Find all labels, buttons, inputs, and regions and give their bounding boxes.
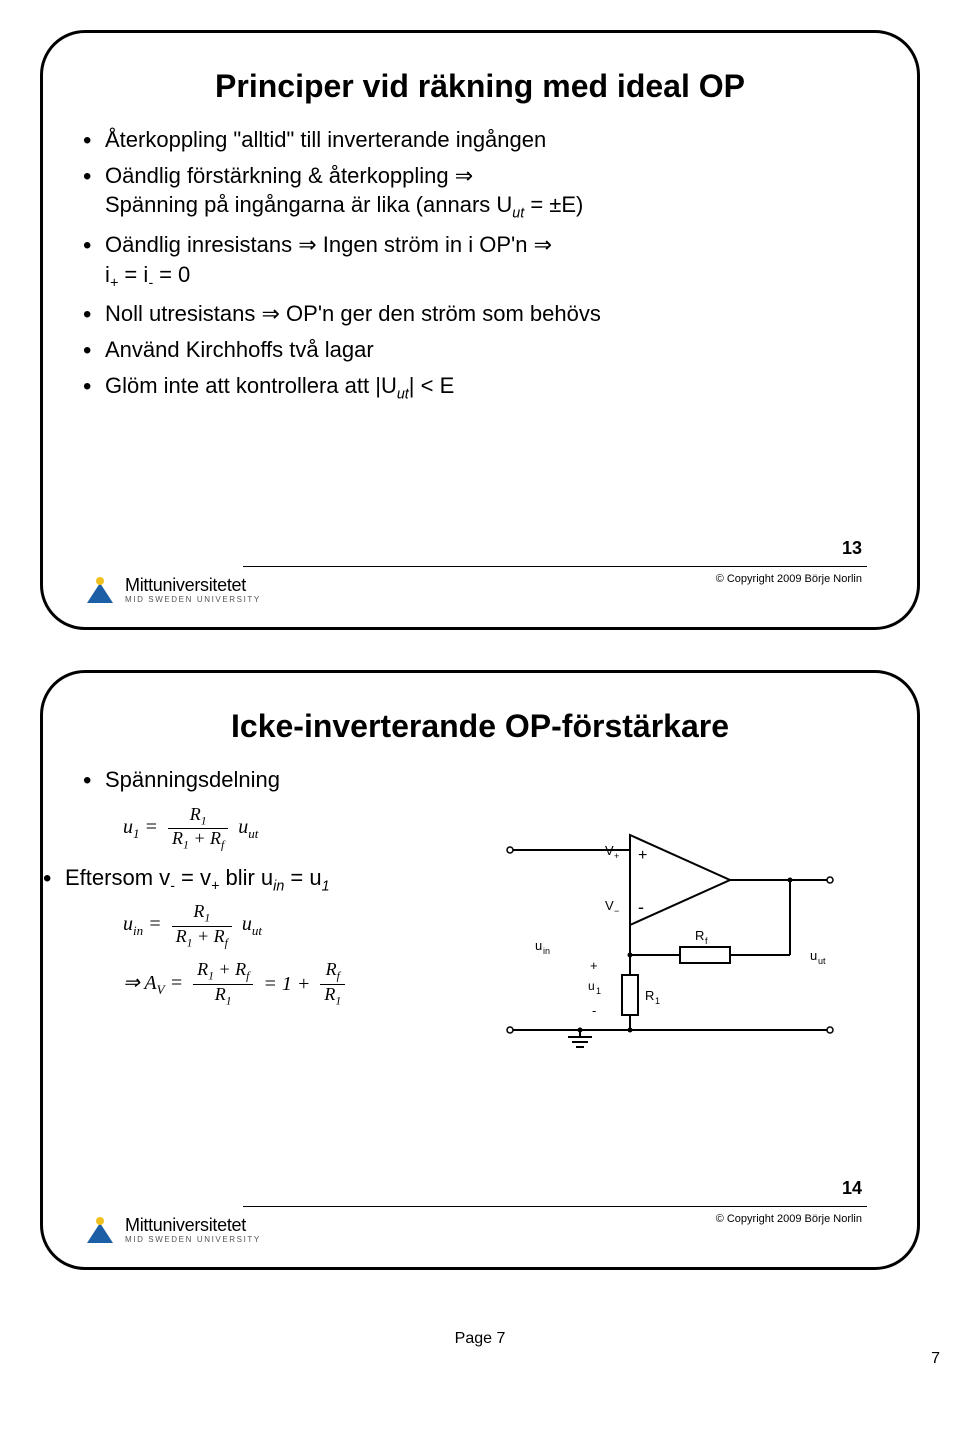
svg-text:u: u [588, 979, 595, 993]
svg-text:R: R [645, 988, 654, 1003]
svg-text:-: - [638, 897, 644, 917]
svg-text:u: u [810, 948, 817, 963]
university-logo: Mittuniversitetet MID SWEDEN UNIVERSITY [83, 1213, 261, 1247]
page-footer: Page 7 [0, 1330, 960, 1348]
equation-uin: uin = R1 R1 + Rf uut [123, 902, 480, 950]
bullet-list: Återkoppling "alltid" till inverterande … [83, 125, 877, 405]
svg-text:u: u [535, 938, 542, 953]
svg-text:R: R [695, 928, 704, 943]
slide-number: 14 [842, 1178, 862, 1199]
logo-main: Mittuniversitetet [125, 576, 261, 594]
bullet-item: Noll utresistans ⇒ OP'n ger den ström so… [83, 299, 877, 329]
university-logo: Mittuniversitetet MID SWEDEN UNIVERSITY [83, 573, 261, 607]
bullet-list: Spänningsdelning [83, 765, 877, 795]
svg-text:-: - [592, 1003, 596, 1018]
svg-text:f: f [705, 936, 708, 946]
math-column: u1 = R1 R1 + Rf uut Eftersom v- = v+ bli… [83, 805, 480, 1060]
bullet-item: Eftersom v- = v+ blir uin = u1 [43, 863, 480, 897]
equation-u1: u1 = R1 R1 + Rf uut [123, 805, 480, 853]
logo-icon [83, 573, 117, 607]
svg-text:1: 1 [655, 996, 660, 1006]
logo-main: Mittuniversitetet [125, 1216, 261, 1234]
slide-number: 13 [842, 538, 862, 559]
content-row: u1 = R1 R1 + Rf uut Eftersom v- = v+ bli… [83, 805, 877, 1060]
bullet-item: Återkoppling "alltid" till inverterande … [83, 125, 877, 155]
circuit-diagram: + - V+ V− Rf [480, 805, 877, 1060]
svg-text:1: 1 [596, 986, 601, 996]
bullet-item: Använd Kirchhoffs två lagar [83, 335, 877, 365]
bullet-item: Glöm inte att kontrollera att |Uut| < E [83, 371, 877, 405]
svg-text:in: in [543, 946, 550, 956]
bullet-item: Spänningsdelning [83, 765, 877, 795]
svg-text:+: + [614, 851, 619, 861]
svg-text:+: + [590, 958, 598, 973]
logo-text: Mittuniversitetet MID SWEDEN UNIVERSITY [125, 1216, 261, 1244]
copyright-text: © Copyright 2009 Börje Norlin [716, 1213, 862, 1225]
svg-text:+: + [638, 847, 647, 864]
page-corner-number: 7 [931, 1350, 940, 1368]
slide-title: Icke-inverterande OP-förstärkare [83, 708, 877, 745]
divider-line [243, 1206, 867, 1207]
divider-line [243, 566, 867, 567]
equation-av: ⇒ AV = R1 + Rf R1 = 1 + Rf R1 [123, 960, 480, 1008]
slide-13: Principer vid räkning med ideal OP Återk… [40, 30, 920, 630]
svg-text:V: V [605, 898, 614, 913]
logo-text: Mittuniversitetet MID SWEDEN UNIVERSITY [125, 576, 261, 604]
slide-title: Principer vid räkning med ideal OP [83, 68, 877, 105]
svg-text:ut: ut [818, 956, 826, 966]
bullet-item: Oändlig förstärkning & återkoppling ⇒Spä… [83, 161, 877, 224]
bullet-item: Oändlig inresistans ⇒ Ingen ström in i O… [83, 230, 877, 293]
logo-sub: MID SWEDEN UNIVERSITY [125, 596, 261, 604]
slide-14: Icke-inverterande OP-förstärkare Spännin… [40, 670, 920, 1270]
logo-icon [83, 1213, 117, 1247]
copyright-text: © Copyright 2009 Börje Norlin [716, 573, 862, 585]
logo-sub: MID SWEDEN UNIVERSITY [125, 1236, 261, 1244]
svg-text:−: − [614, 906, 619, 916]
